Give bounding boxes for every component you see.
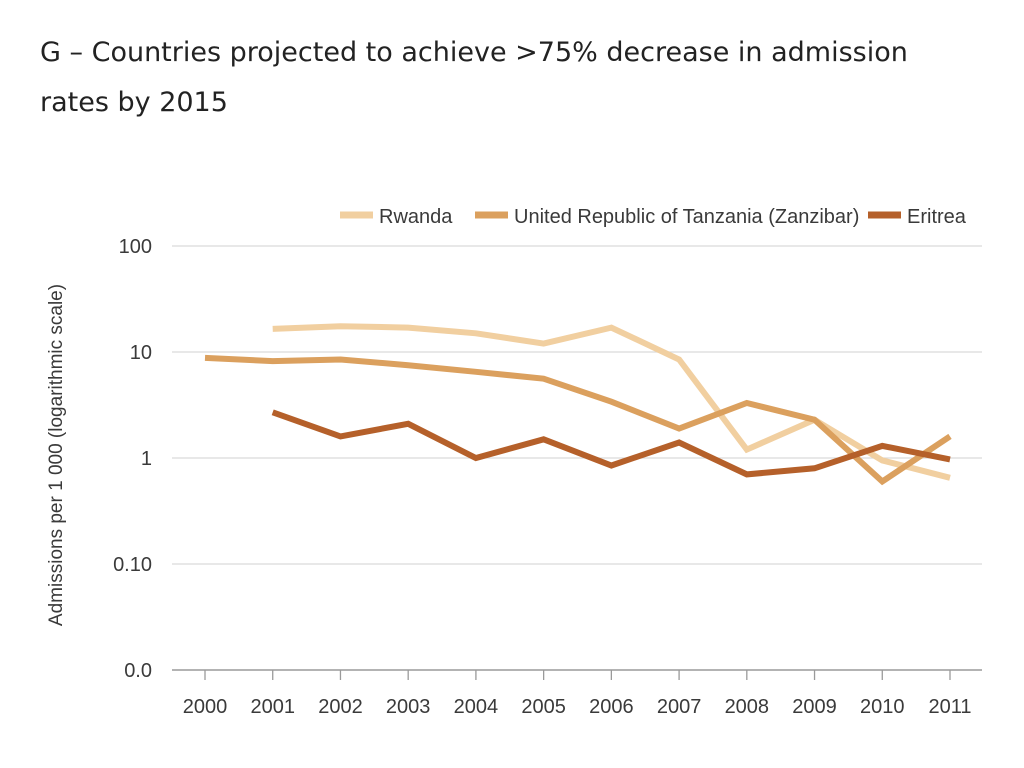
y-tick-label: 0.10 bbox=[113, 554, 152, 576]
x-tick-label: 2002 bbox=[318, 696, 363, 718]
y-tick-label: 1 bbox=[141, 448, 152, 470]
legend-label: Rwanda bbox=[379, 206, 453, 228]
legend-label: United Republic of Tanzania (Zanzibar) bbox=[514, 206, 859, 228]
x-tick-label: 2006 bbox=[589, 696, 634, 718]
chart-title: G – Countries projected to achieve >75% … bbox=[40, 37, 908, 118]
y-tick-label: 0.0 bbox=[124, 660, 152, 682]
x-axis: 2000 2001 2002 2003 2004 2005 2006 2007 2008 2009… bbox=[172, 669, 982, 718]
x-tick-label: 2005 bbox=[521, 696, 566, 718]
series-line-rwanda bbox=[272, 323, 951, 481]
y-tick-labels: 100 10 1 0.10 0.0 bbox=[113, 236, 152, 682]
x-tick-label: 2008 bbox=[725, 696, 770, 718]
x-tick-label: 2011 bbox=[928, 696, 971, 718]
x-tick-label: 2004 bbox=[454, 696, 499, 718]
x-tick-label: 2003 bbox=[386, 696, 431, 718]
series-line-united-republic-of-tanzania-zanzibar bbox=[204, 354, 952, 486]
x-tick-label: 2007 bbox=[657, 696, 702, 718]
series-line-eritrea bbox=[271, 409, 951, 478]
series-lines bbox=[204, 323, 952, 486]
y-tick-label: 10 bbox=[130, 342, 152, 364]
legend-label: Eritrea bbox=[907, 206, 967, 228]
x-tick-label: 2009 bbox=[792, 696, 837, 718]
gridlines bbox=[172, 245, 982, 565]
legend: Rwanda United Republic of Tanzania (Zanzi… bbox=[340, 206, 967, 228]
x-tick-label: 2000 bbox=[183, 696, 228, 718]
x-tick-label: 2010 bbox=[860, 696, 905, 718]
y-axis-label: Admissions per 1 000 (logarithmic scale) bbox=[46, 284, 67, 626]
x-tick-label: 2001 bbox=[250, 696, 295, 718]
y-tick-label: 100 bbox=[119, 236, 152, 258]
